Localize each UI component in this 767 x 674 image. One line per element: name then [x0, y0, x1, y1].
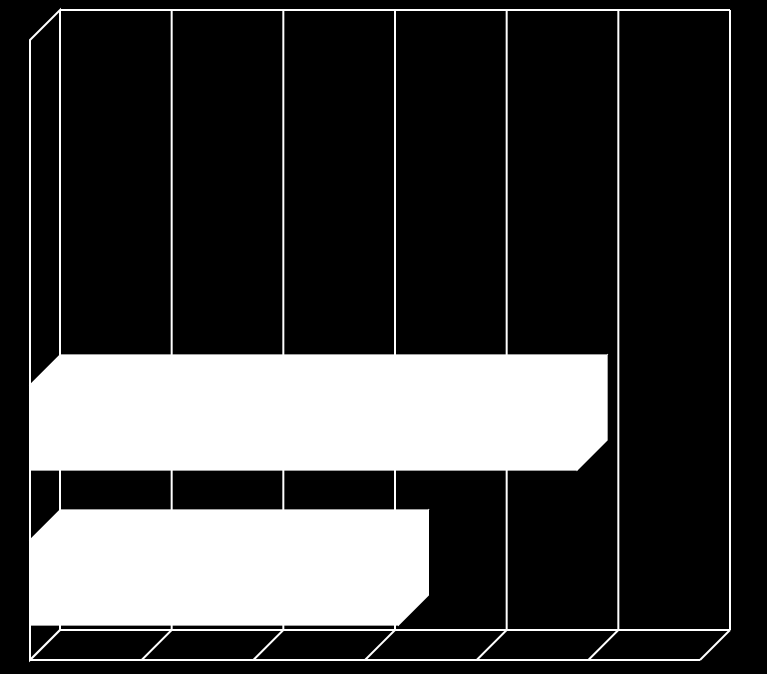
bar: [30, 385, 577, 470]
bar-chart-3d: [0, 0, 767, 674]
bar: [30, 540, 399, 625]
